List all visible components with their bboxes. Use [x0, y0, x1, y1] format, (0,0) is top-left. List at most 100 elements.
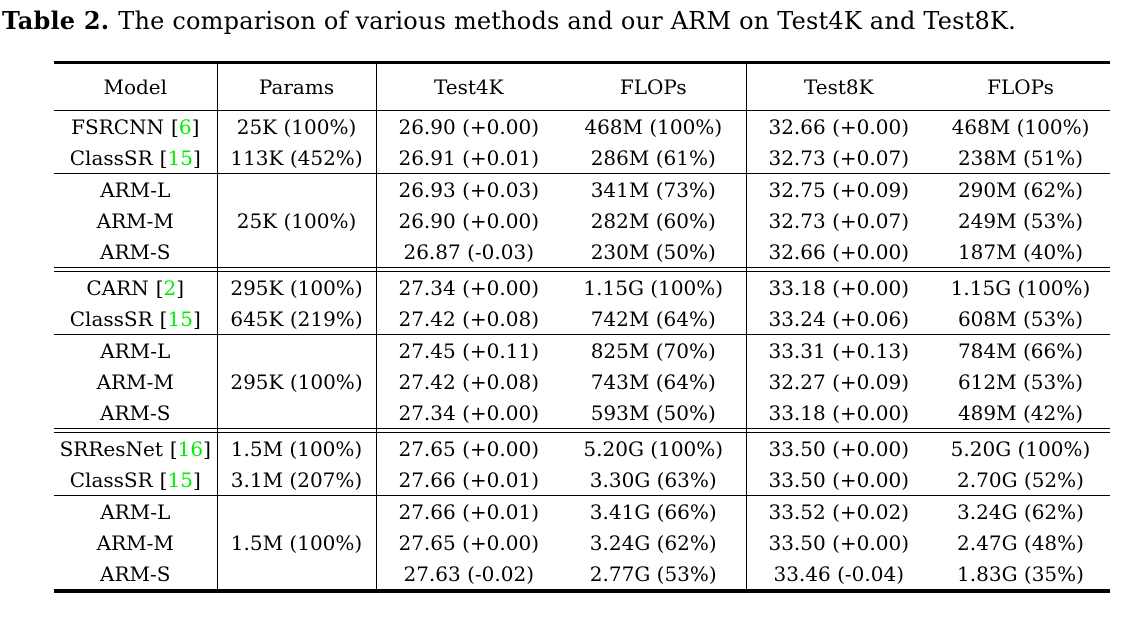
test8k-psnr-cell: 33.52 (+0.02)	[768, 499, 909, 524]
test4k-flops-cell: 593M (50%)	[561, 397, 747, 429]
cite-bracket-close: ]	[191, 114, 200, 139]
test4k-psnr-cell: 26.93 (+0.03)	[398, 177, 539, 202]
model-cell: ARM-L	[54, 495, 218, 527]
results-table: Model Params Test4K FLOPs Test8K FLOPs F…	[54, 61, 1110, 593]
cite-bracket-open: [	[155, 275, 164, 300]
citation-link[interactable]: 6	[178, 114, 192, 139]
test8k-psnr-cell: 33.46 (-0.04)	[773, 561, 904, 586]
params-cell	[217, 495, 377, 527]
test4k-psnr-cell: 26.90 (+0.00)	[398, 208, 539, 233]
table-row-classsr: ClassSR [15] 3.1M (207%) 27.66 (+0.01) 3.…	[54, 464, 1110, 496]
test4k-psnr-cell: 27.34 (+0.00)	[398, 275, 539, 300]
header-flops-test8k: FLOPs	[987, 75, 1054, 99]
test4k-psnr-cell: 27.65 (+0.00)	[398, 530, 539, 555]
params-cell: 645K (219%)	[217, 303, 377, 335]
params-cell: 1.5M (100%)	[217, 527, 377, 558]
table-caption-label: Table 2.	[2, 6, 110, 35]
table-row-arm-l: ARM-L 26.93 (+0.03) 341M (73%) 32.75 (+0…	[54, 173, 1110, 205]
test8k-psnr-cell: 33.18 (+0.00)	[768, 400, 909, 425]
test4k-psnr-cell: 26.87 (-0.03)	[403, 239, 534, 264]
test4k-psnr-cell: 27.66 (+0.01)	[398, 467, 539, 492]
test4k-flops-cell: 3.41G (66%)	[561, 495, 747, 527]
test8k-flops-cell: 1.15G (100%)	[950, 275, 1091, 300]
test4k-flops-cell: 3.24G (62%)	[561, 527, 747, 558]
test8k-psnr-cell: 33.50 (+0.00)	[768, 530, 909, 555]
model-cell: ARM-M	[54, 205, 218, 236]
test8k-psnr-cell: 32.66 (+0.00)	[768, 114, 909, 139]
model-cell: ARM-M	[54, 527, 218, 558]
table-row-arm-m: ARM-M 25K (100%) 26.90 (+0.00) 282M (60%…	[54, 205, 1110, 236]
params-cell: 25K (100%)	[217, 110, 377, 142]
table-row-classsr: ClassSR [15] 113K (452%) 26.91 (+0.01) 28…	[54, 142, 1110, 174]
table-row-arm-s: ARM-S 27.63 (-0.02) 2.77G (53%) 33.46 (-…	[54, 558, 1110, 591]
test4k-psnr-cell: 27.65 (+0.00)	[398, 436, 539, 461]
test4k-flops-cell: 825M (70%)	[561, 334, 747, 366]
citation-link[interactable]: 16	[177, 436, 204, 461]
test8k-flops-cell: 3.24G (62%)	[957, 499, 1084, 524]
model-cell: ARM-M	[54, 366, 218, 397]
params-cell	[217, 558, 377, 591]
test8k-flops-cell: 2.70G (52%)	[957, 467, 1084, 492]
cite-bracket-open: [	[159, 145, 168, 170]
params-cell: 3.1M (207%)	[217, 464, 377, 496]
test4k-flops-cell: 230M (50%)	[561, 236, 747, 268]
params-cell: 25K (100%)	[217, 205, 377, 236]
model-name: SRResNet	[59, 436, 163, 461]
params-cell	[217, 173, 377, 205]
header-test4k: Test4K	[433, 75, 504, 99]
test8k-flops-cell: 608M (53%)	[957, 306, 1084, 331]
test8k-psnr-cell: 32.27 (+0.09)	[768, 369, 909, 394]
cite-bracket-open: [	[159, 306, 168, 331]
test4k-flops-cell: 282M (60%)	[561, 205, 747, 236]
test4k-flops-cell: 468M (100%)	[561, 110, 747, 142]
params-cell	[217, 236, 377, 268]
section-separator	[54, 267, 1110, 272]
table-row-arm-m: ARM-M 1.5M (100%) 27.65 (+0.00) 3.24G (6…	[54, 527, 1110, 558]
model-name: ClassSR	[69, 145, 153, 170]
params-cell	[217, 334, 377, 366]
header-model: Model	[54, 62, 218, 111]
citation-link[interactable]: 2	[163, 275, 177, 300]
test8k-flops-cell: 290M (62%)	[957, 177, 1084, 202]
test8k-psnr-cell: 33.31 (+0.13)	[768, 338, 909, 363]
model-cell: CARN [2]	[54, 271, 218, 303]
model-cell: ClassSR [15]	[54, 303, 218, 335]
test8k-flops-cell: 187M (40%)	[957, 239, 1084, 264]
citation-link[interactable]: 15	[167, 467, 193, 492]
test4k-psnr-cell: 27.34 (+0.00)	[398, 400, 539, 425]
model-name: ClassSR	[69, 306, 153, 331]
test4k-psnr-cell: 26.91 (+0.01)	[398, 145, 539, 170]
test4k-psnr-cell: 27.66 (+0.01)	[398, 499, 539, 524]
header-row: Model Params Test4K FLOPs Test8K FLOPs	[54, 62, 1110, 111]
model-name: FSRCNN	[71, 114, 165, 139]
table-row-classsr: ClassSR [15] 645K (219%) 27.42 (+0.08) 74…	[54, 303, 1110, 335]
test4k-flops-cell: 2.77G (53%)	[561, 558, 747, 591]
citation-link[interactable]: 15	[167, 306, 193, 331]
table-row-arm-l: ARM-L 27.45 (+0.11) 825M (70%) 33.31 (+0…	[54, 334, 1110, 366]
model-cell: SRResNet [16]	[54, 432, 218, 464]
model-cell: ARM-L	[54, 173, 218, 205]
test8k-psnr-cell: 32.66 (+0.00)	[768, 239, 909, 264]
cite-bracket-close: ]	[192, 145, 201, 170]
citation-link[interactable]: 15	[167, 145, 193, 170]
test8k-flops-cell: 784M (66%)	[957, 338, 1084, 363]
test8k-psnr-cell: 32.73 (+0.07)	[768, 208, 909, 233]
test8k-psnr-cell: 33.24 (+0.06)	[768, 306, 909, 331]
cite-bracket-open: [	[169, 436, 178, 461]
test8k-flops-cell: 238M (51%)	[957, 145, 1084, 170]
test4k-flops-cell: 286M (61%)	[561, 142, 747, 174]
test8k-psnr-cell: 33.50 (+0.00)	[768, 467, 909, 492]
test8k-flops-cell: 5.20G (100%)	[950, 436, 1091, 461]
header-test8k: Test8K	[803, 75, 874, 99]
test8k-flops-cell: 468M (100%)	[951, 114, 1090, 139]
model-cell: ARM-S	[54, 558, 218, 591]
model-cell: FSRCNN [6]	[54, 110, 218, 142]
test4k-flops-cell: 341M (73%)	[561, 173, 747, 205]
cite-bracket-open: [	[171, 114, 179, 139]
params-cell	[217, 397, 377, 429]
table-row-arm-l: ARM-L 27.66 (+0.01) 3.41G (66%) 33.52 (+…	[54, 495, 1110, 527]
cite-bracket-close: ]	[203, 436, 211, 461]
test4k-flops-cell: 1.15G (100%)	[561, 271, 747, 303]
cite-bracket-close: ]	[192, 306, 201, 331]
test4k-psnr-cell: 27.45 (+0.11)	[398, 338, 539, 363]
